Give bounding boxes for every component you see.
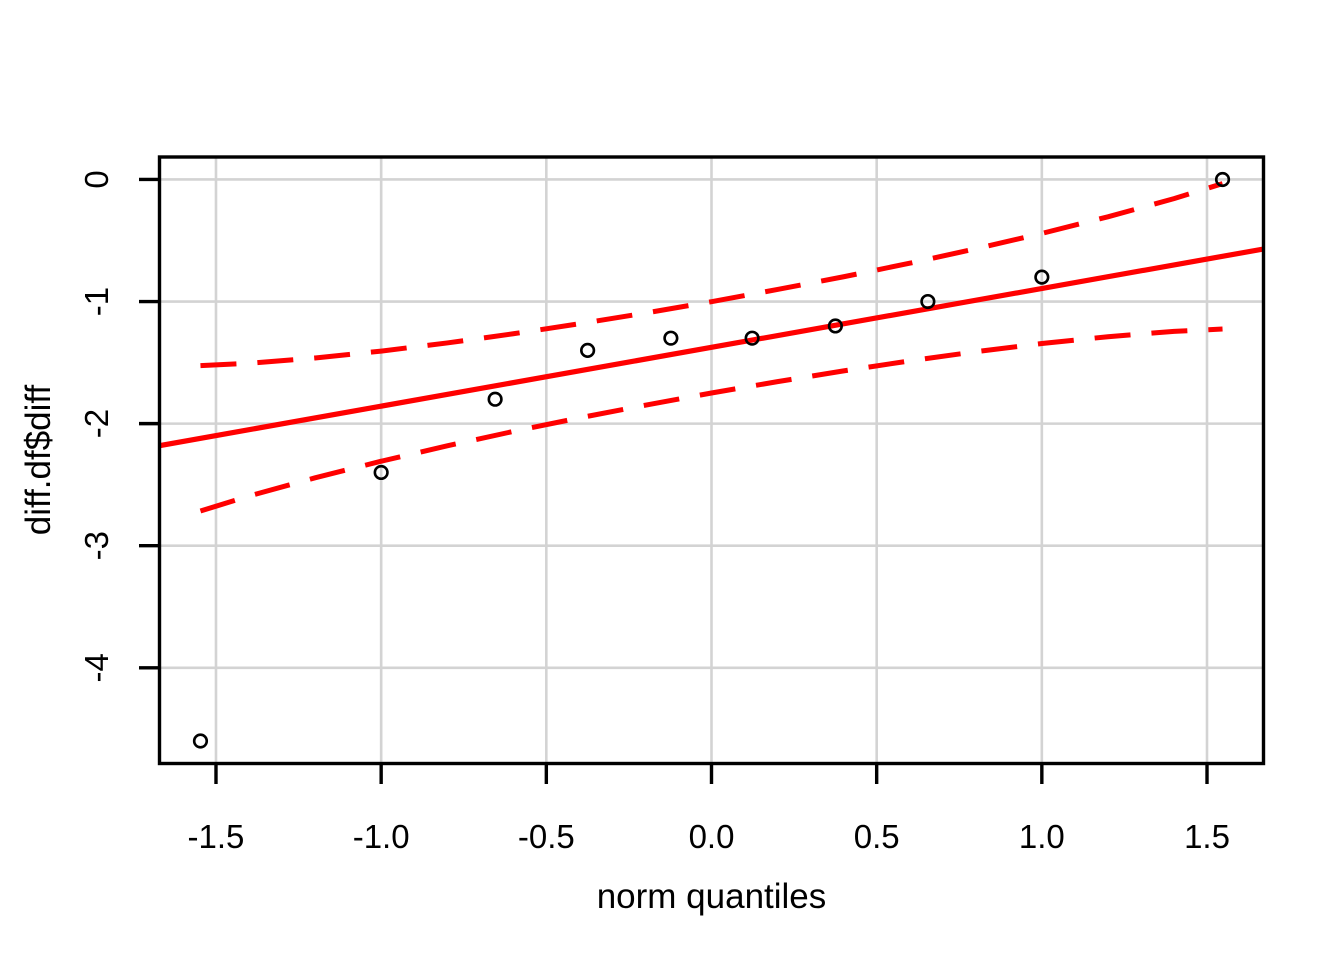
confidence-envelope-lower <box>199 326 1223 514</box>
points-layer <box>192 171 1231 749</box>
x-tick-label: 1.5 <box>1184 818 1230 855</box>
data-point <box>192 733 209 749</box>
x-tick-label: -1.5 <box>188 818 245 855</box>
data-point <box>373 464 389 481</box>
y-tick-label: -4 <box>78 653 115 682</box>
y-tick-label: 0 <box>78 170 115 188</box>
x-tick-label: 0.5 <box>854 818 900 855</box>
y-axis-label: diff.df$diff <box>19 384 58 535</box>
y-tick-label: -1 <box>78 287 115 316</box>
data-point <box>663 330 679 346</box>
x-tick-label: -1.0 <box>353 818 410 855</box>
data-point <box>827 318 843 334</box>
x-axis-label: norm quantiles <box>597 877 827 916</box>
data-point <box>920 293 936 310</box>
x-tick-label: 0.0 <box>689 818 735 855</box>
data-point <box>1214 171 1231 188</box>
y-tick-label: -2 <box>78 409 115 438</box>
x-tick-label: 1.0 <box>1019 818 1065 855</box>
data-point <box>487 391 503 407</box>
data-point <box>744 330 760 346</box>
x-tick-label: -0.5 <box>518 818 575 855</box>
data-point <box>1034 269 1050 285</box>
data-point <box>580 342 596 358</box>
series-layer <box>159 181 1264 514</box>
qq-reference-line <box>159 246 1264 449</box>
grid-layer <box>159 157 1264 764</box>
confidence-envelope-upper <box>200 181 1224 369</box>
axis-layer: -1.5 -1.0 -0.5 0.0 0.5 1.0 1.5 0 -1 -2 -3 -4 <box>78 170 1230 855</box>
y-tick-label: -3 <box>78 531 115 560</box>
